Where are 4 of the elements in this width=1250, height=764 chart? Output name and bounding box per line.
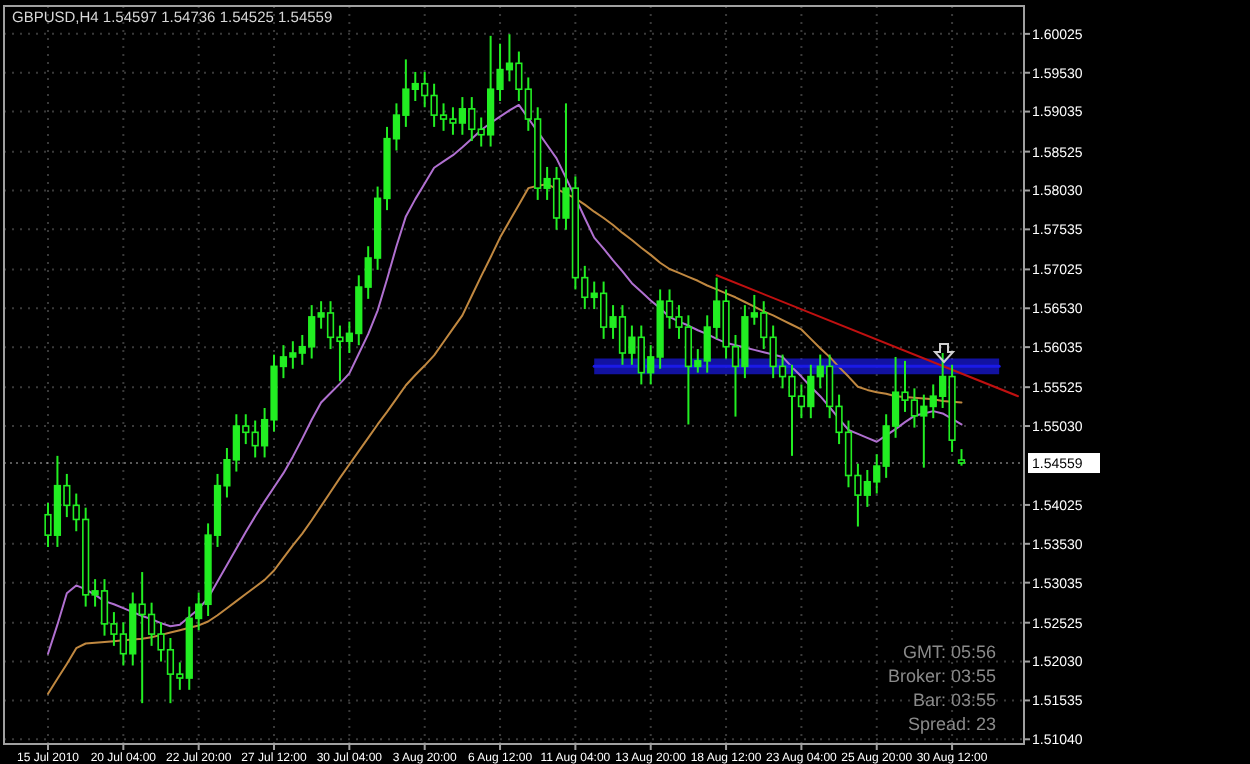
annotation: Broker: 03:55	[887, 666, 996, 686]
annotation: GMT: 05:56	[902, 642, 996, 662]
annotation: Bar: 03:55	[912, 690, 996, 710]
annotation: Spread: 23	[907, 714, 996, 734]
